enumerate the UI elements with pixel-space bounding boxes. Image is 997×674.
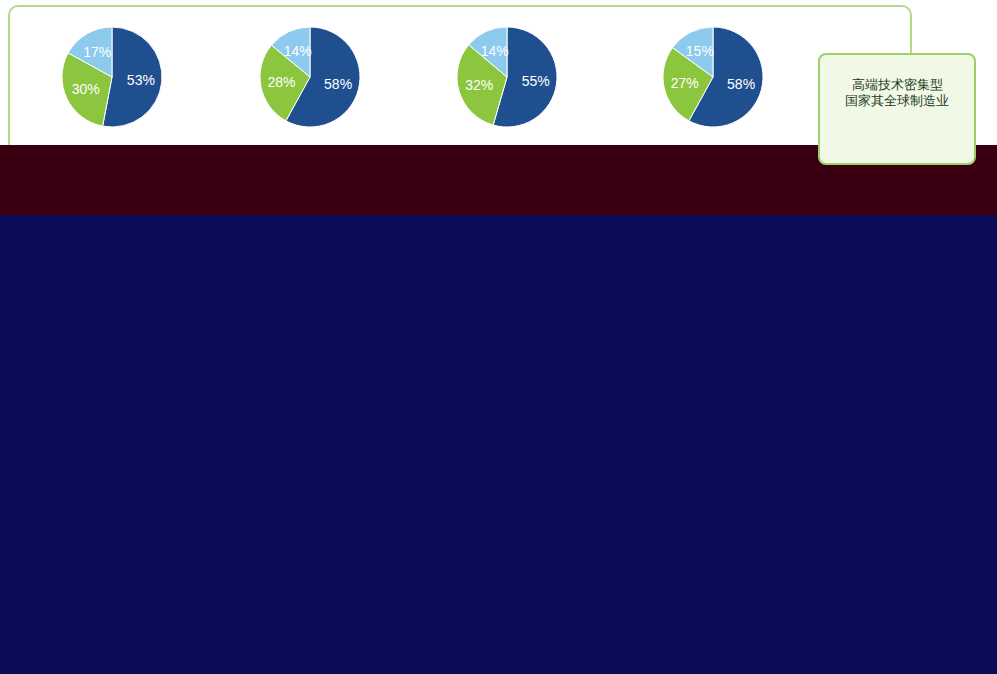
svg-text:58%: 58% [324, 76, 352, 92]
svg-text:30%: 30% [72, 81, 100, 97]
svg-text:58%: 58% [727, 76, 755, 92]
svg-text:53%: 53% [127, 72, 155, 88]
svg-text:28%: 28% [267, 74, 295, 90]
svg-text:14%: 14% [284, 43, 312, 59]
svg-text:14%: 14% [481, 43, 509, 59]
svg-text:27%: 27% [671, 75, 699, 91]
svg-text:17%: 17% [83, 44, 111, 60]
html-text:高端技术密集型: 高端技术密集型 [851, 77, 943, 92]
html-text:国家其全球制造业: 国家其全球制造业 [845, 93, 949, 108]
svg-text:55%: 55% [522, 73, 550, 89]
svg-text:15%: 15% [686, 43, 714, 59]
svg-text:32%: 32% [465, 77, 493, 93]
